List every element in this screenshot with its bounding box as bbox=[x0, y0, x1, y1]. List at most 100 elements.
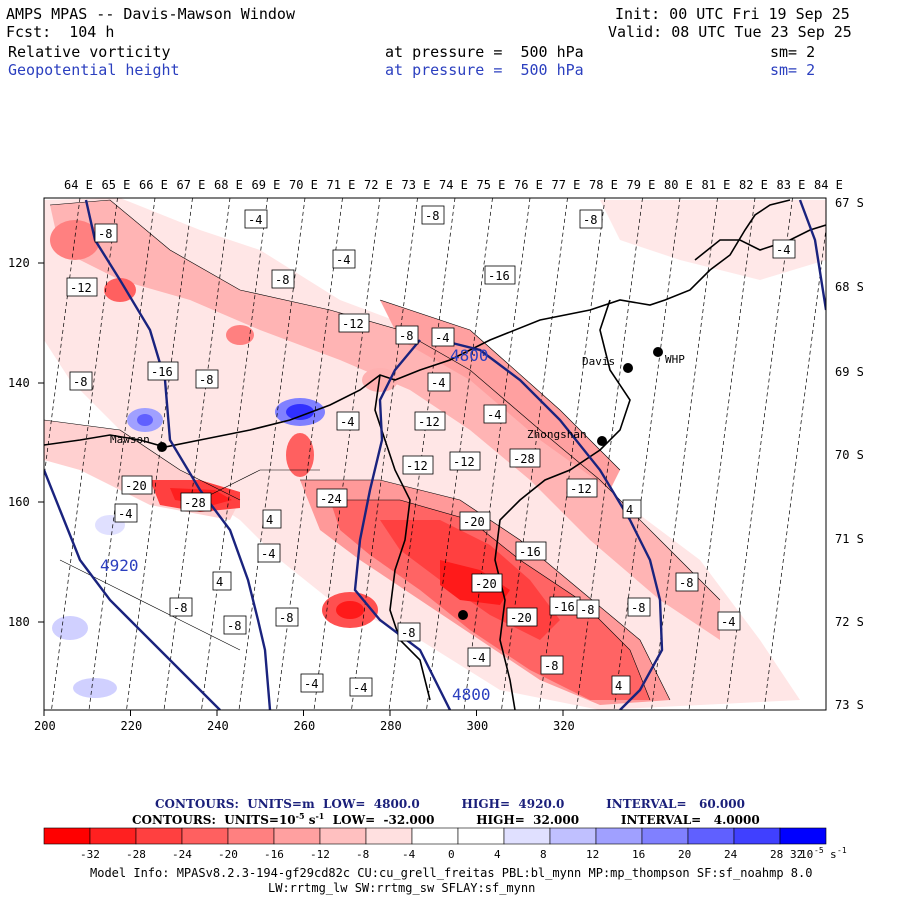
colorbar-units-s-exp: -1 bbox=[837, 846, 847, 855]
vorticity-label-text: -24 bbox=[320, 492, 342, 506]
vorticity-contour-label: -8 bbox=[195, 369, 219, 389]
lon-label: 75 E bbox=[477, 178, 506, 192]
vorticity-contour-label: -4 bbox=[257, 543, 281, 563]
station-markers: Davis WHP Zhongshan Mawson bbox=[110, 347, 685, 620]
colorbar-swatch bbox=[457, 827, 505, 845]
vorticity-label-text: -8 bbox=[275, 273, 289, 287]
field2-pressure: at pressure = 500 hPa bbox=[385, 61, 584, 79]
vorticity-label-text: 4 bbox=[216, 575, 223, 589]
vorticity-label-text: -28 bbox=[513, 452, 535, 466]
contour-legend-vorticity: CONTOURS: UNITS=10-5 s-1 LOW= -32.000 HI… bbox=[132, 811, 760, 827]
lon-label: 65 E bbox=[102, 178, 131, 192]
vorticity-label-text: -12 bbox=[418, 415, 440, 429]
vorticity-label-text: -4 bbox=[431, 376, 445, 390]
vorticity-contour-label: -20 bbox=[506, 607, 538, 627]
vorticity-contour-label: -4 bbox=[244, 209, 268, 229]
lon-label: 79 E bbox=[627, 178, 656, 192]
station-davis-dot bbox=[623, 363, 633, 373]
vorticity-label-text: -8 bbox=[544, 659, 558, 673]
contour-legend-height: CONTOURS: UNITS=m LOW= 4800.0 HIGH= 4920… bbox=[155, 797, 745, 811]
colorbar-tick-label: -24 bbox=[172, 848, 192, 861]
vorticity-label-text: -16 bbox=[519, 545, 541, 559]
vorticity-label-text: -8 bbox=[583, 213, 597, 227]
vorticity-label-text: -8 bbox=[399, 329, 413, 343]
shaded-fields bbox=[44, 198, 826, 710]
lat-label: 68 S bbox=[835, 280, 864, 294]
vorticity-labels: -8 -4 -12 -8 -4 -8 -8 -4 -12 -8 -4 -16 -8 -16 -8 -4 -4 -1… bbox=[66, 205, 796, 697]
valid-time: Valid: 08 UTC Tue 23 Sep 25 bbox=[608, 23, 852, 41]
x-tick-label: 300 bbox=[467, 719, 489, 733]
lon-label: 83 E bbox=[777, 178, 806, 192]
lat-label: 69 S bbox=[835, 365, 864, 379]
vorticity-label-text: -4 bbox=[304, 677, 318, 691]
vorticity-label-text: 4 bbox=[626, 503, 633, 517]
colorbar-tick-label: -28 bbox=[126, 848, 146, 861]
contour-units-base: CONTOURS: UNITS=10 bbox=[132, 813, 296, 827]
lon-label: 69 E bbox=[252, 178, 281, 192]
lat-label: 73 S bbox=[835, 698, 864, 712]
vorticity-contour-label: -4 bbox=[717, 611, 741, 631]
colorbar-swatch bbox=[733, 827, 781, 845]
y-tick-label: 180 bbox=[8, 615, 30, 629]
vorticity-contour-label: -8 bbox=[675, 572, 699, 592]
longitude-labels: 64 E 65 E 66 E 67 E 68 E 69 E 70 E 71 E 72 E 73 E… bbox=[64, 178, 843, 192]
vorticity-label-text: -4 bbox=[471, 651, 485, 665]
lon-label: 82 E bbox=[739, 178, 768, 192]
station-mawson-dot bbox=[157, 442, 167, 452]
colorbar-swatch bbox=[43, 827, 91, 845]
vorticity-label-text: -4 bbox=[336, 253, 350, 267]
model-info-line2: LW:rrtmg_lw SW:rrtmg_sw SFLAY:sf_mynn bbox=[268, 881, 536, 895]
vorticity-label-text: -12 bbox=[406, 459, 428, 473]
forecast-hour: Fcst: 104 h bbox=[6, 23, 115, 41]
height-label-4800-south: 4800 bbox=[452, 685, 491, 704]
vorticity-contour-label: -16 bbox=[147, 361, 179, 381]
vorticity-contour-label: -8 bbox=[275, 607, 299, 627]
vorticity-contour-label: -8 bbox=[223, 615, 247, 635]
colorbar-tick-label: 12 bbox=[586, 848, 599, 861]
vorticity-label-text: -8 bbox=[580, 603, 594, 617]
colorbar-swatch bbox=[779, 827, 827, 845]
vorticity-label-text: -4 bbox=[353, 681, 367, 695]
vorticity-contour-label: -4 bbox=[772, 239, 796, 259]
contour-units-s-exp: -1 bbox=[315, 811, 325, 821]
vorticity-contour-label: -4 bbox=[467, 647, 491, 667]
plot-frame bbox=[43, 197, 827, 711]
vorticity-contour-label: -28 bbox=[509, 448, 541, 468]
field2-smoothing: sm= 2 bbox=[770, 61, 816, 79]
station-whp-dot bbox=[653, 347, 663, 357]
contour-units-exp: -5 bbox=[295, 811, 305, 821]
vorticity-contour-label: -8 bbox=[627, 597, 651, 617]
colorbar-swatch bbox=[595, 827, 643, 845]
latitude-labels: 67 S 68 S 69 S 70 S 71 S 72 S 73 S bbox=[835, 196, 864, 712]
vorticity-label-text: -4 bbox=[248, 213, 262, 227]
vorticity-contour-label: -28 bbox=[180, 492, 212, 512]
lon-label: 74 E bbox=[439, 178, 468, 192]
model-info-line1: Model Info: MPASv8.2.3-194-gf29cd82c CU:… bbox=[90, 866, 813, 880]
x-tick-label: 260 bbox=[294, 719, 316, 733]
vorticity-contour-label: -4 bbox=[300, 673, 324, 693]
field1-name: Relative vorticity bbox=[8, 43, 171, 61]
vorticity-contour-label: -4 bbox=[427, 372, 451, 392]
vorticity-label-text: -16 bbox=[488, 269, 510, 283]
vorticity-contour-label: -4 bbox=[336, 411, 360, 431]
field1-smoothing: sm= 2 bbox=[770, 43, 816, 61]
colorbar-tick-label: -20 bbox=[218, 848, 238, 861]
lon-label: 77 E bbox=[552, 178, 581, 192]
vorticity-contour-label: -4 bbox=[332, 249, 356, 269]
colorbar-tick-label: 8 bbox=[540, 848, 547, 861]
vorticity-label-text: -20 bbox=[125, 479, 147, 493]
y-tick-label: 140 bbox=[8, 376, 30, 390]
lon-label: 78 E bbox=[589, 178, 618, 192]
x-tick-label: 320 bbox=[553, 719, 575, 733]
station-label-whp: WHP bbox=[665, 353, 685, 366]
station-zhongshan-dot bbox=[597, 436, 607, 446]
vorticity-contour-label: -8 bbox=[395, 325, 419, 345]
x-tick-label: 280 bbox=[380, 719, 402, 733]
vorticity-label-text: -12 bbox=[453, 455, 475, 469]
lon-label: 68 E bbox=[214, 178, 243, 192]
vorticity-contour-label: -8 bbox=[169, 597, 193, 617]
x-tick-label: 200 bbox=[34, 719, 56, 733]
vorticity-label-text: -4 bbox=[340, 415, 354, 429]
contour-units-s: s bbox=[308, 813, 316, 827]
